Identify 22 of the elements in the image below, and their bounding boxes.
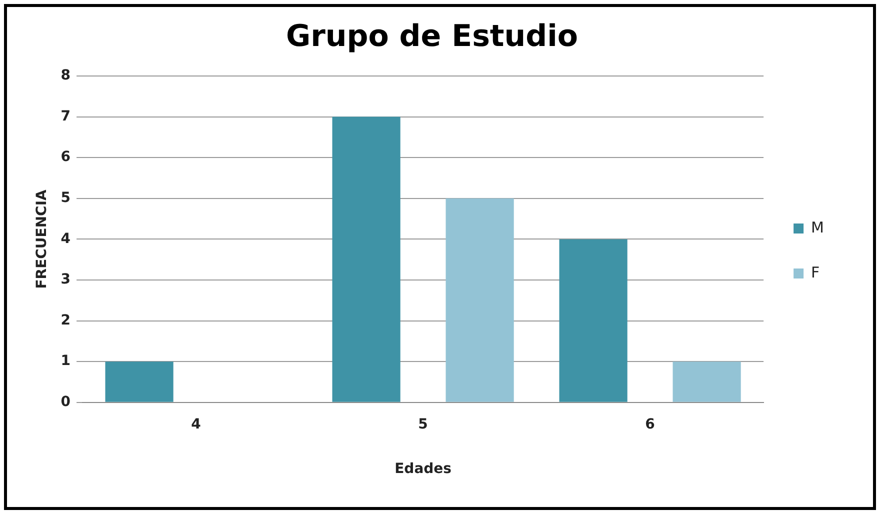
x-tick-label: 4 — [191, 416, 202, 432]
legend-label: M — [811, 218, 824, 236]
y-tick-label: 8 — [60, 68, 71, 84]
y-tick-label: 7 — [60, 108, 71, 124]
y-tick-label: 0 — [60, 394, 71, 410]
y-axis-title: FRECUENCIA — [34, 189, 50, 289]
bar — [105, 362, 174, 402]
x-axis-title: Edades — [394, 461, 452, 478]
y-tick-label: 6 — [60, 149, 71, 166]
chart-title: Grupo de Estudio — [286, 18, 578, 54]
y-tick-label: 3 — [60, 272, 71, 288]
x-tick-label: 5 — [418, 416, 428, 432]
bar — [559, 239, 628, 402]
x-tick-label: 6 — [645, 416, 655, 432]
y-tick-label: 5 — [60, 190, 71, 206]
y-tick-label: 2 — [60, 312, 71, 328]
bar — [446, 198, 514, 402]
bar — [332, 116, 400, 402]
y-tick-label: 1 — [60, 353, 71, 370]
legend-label: F — [811, 263, 820, 282]
bar — [672, 362, 741, 402]
y-tick-label: 4 — [60, 230, 71, 247]
